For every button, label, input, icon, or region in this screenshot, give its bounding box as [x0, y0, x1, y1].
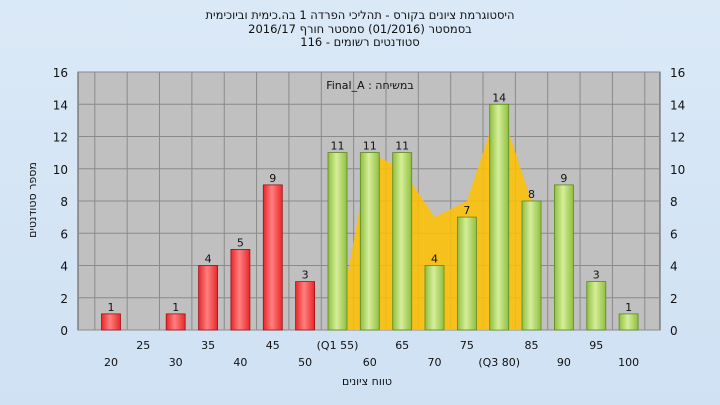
x-axis-label: טווח ציונים [342, 375, 392, 388]
data-label-85: 8 [528, 188, 535, 201]
chart-titles: היסטוגרמת ציונים בקורס - תהליכי הפרדה 1 … [0, 8, 720, 50]
x-tick-label: 20 [104, 356, 118, 369]
y-tick-label: 14 [670, 98, 685, 112]
x-tick-label: 45 [266, 339, 280, 352]
bar-20 [101, 313, 121, 331]
y-tick-label: 12 [53, 131, 68, 145]
y-axis-label: מספר סטודנטים [26, 162, 39, 238]
y-tick-label: 2 [670, 292, 678, 306]
data-label-40: 5 [237, 236, 244, 249]
y-tick-label: 8 [670, 195, 678, 209]
chart-title-line-1: היסטוגרמת ציונים בקורס - תהליכי הפרדה 1 … [205, 8, 515, 22]
bar-100 [618, 313, 639, 331]
bar-70 [424, 265, 445, 331]
data-label-90: 9 [560, 172, 567, 185]
bar-30 [165, 313, 186, 331]
data-label-30: 1 [172, 301, 179, 314]
x-tick-label: 60 [363, 356, 377, 369]
distribution-area [337, 104, 532, 330]
y-tick-label: 14 [53, 98, 68, 112]
y-axis-right: 0 2 4 6 8 10 12 14 16 [670, 66, 685, 338]
bar-75 [456, 216, 477, 331]
x-tick-label: 40 [233, 356, 247, 369]
x-tick-label: 75 [460, 339, 474, 352]
x-tick-label: (Q1 55) [317, 339, 359, 352]
y-tick-label: 2 [60, 292, 68, 306]
y-tick-label: 16 [670, 66, 685, 80]
y-axis-left: 0 2 4 6 8 10 12 14 16 [53, 66, 68, 338]
x-tick-label: 35 [201, 339, 215, 352]
x-tick-label: 50 [298, 356, 312, 369]
bar-50 [295, 281, 316, 331]
bars [101, 103, 639, 331]
data-label-80: 14 [492, 91, 506, 104]
x-axis: 20 25 30 35 40 45 50 (Q1 55) 60 65 70 75 (Q3 80) 85 90… [104, 339, 639, 369]
y-tick-label: 10 [670, 163, 685, 177]
y-tick-label: 4 [60, 260, 68, 274]
bar-40 [230, 248, 251, 331]
x-tick-label: 95 [589, 339, 603, 352]
data-label-70: 4 [431, 253, 438, 266]
y-tick-label: 0 [670, 324, 678, 338]
bar-55 [327, 152, 348, 331]
x-tick-label: (Q3 80) [478, 356, 520, 369]
y-tick-label: 0 [60, 324, 68, 338]
x-tick-label: 70 [428, 356, 442, 369]
data-label-45: 9 [269, 172, 276, 185]
data-label-60: 11 [363, 140, 377, 153]
bar-80 [489, 103, 510, 331]
bar-90 [554, 184, 574, 331]
x-tick-label: 65 [395, 339, 409, 352]
y-tick-label: 6 [670, 227, 678, 241]
y-tick-label: 12 [670, 131, 685, 145]
inner-chart-title: במשיחה : Final_A [326, 79, 414, 92]
data-label-55: 11 [331, 140, 345, 153]
y-tick-label: 8 [60, 195, 68, 209]
x-tick-label: 30 [169, 356, 183, 369]
bar-35 [198, 265, 219, 331]
x-tick-label: 25 [136, 339, 150, 352]
chart-title-line-3: סטודנטים רשומים - 116 [300, 35, 420, 49]
x-tick-label: 100 [618, 356, 639, 369]
bar-65 [392, 152, 413, 331]
data-label-20: 1 [108, 301, 115, 314]
data-label-95: 3 [593, 269, 600, 282]
y-tick-label: 16 [53, 66, 68, 80]
bar-95 [586, 281, 607, 331]
data-label-75: 7 [463, 204, 470, 217]
data-label-65: 11 [395, 140, 409, 153]
data-label-100: 1 [625, 301, 632, 314]
bar-85 [521, 200, 542, 331]
x-tick-label: 90 [557, 356, 571, 369]
chart-title-line-2: בסמסטר (01/2016) סמסטר חורף 2016/17 [248, 21, 472, 36]
x-tick-label: 85 [525, 339, 539, 352]
y-tick-label: 4 [670, 260, 678, 274]
data-label-50: 3 [302, 269, 309, 282]
bar-60 [359, 152, 380, 331]
bar-45 [262, 184, 283, 331]
data-label-35: 4 [205, 253, 212, 266]
y-tick-label: 6 [60, 227, 68, 241]
y-tick-label: 10 [53, 163, 68, 177]
